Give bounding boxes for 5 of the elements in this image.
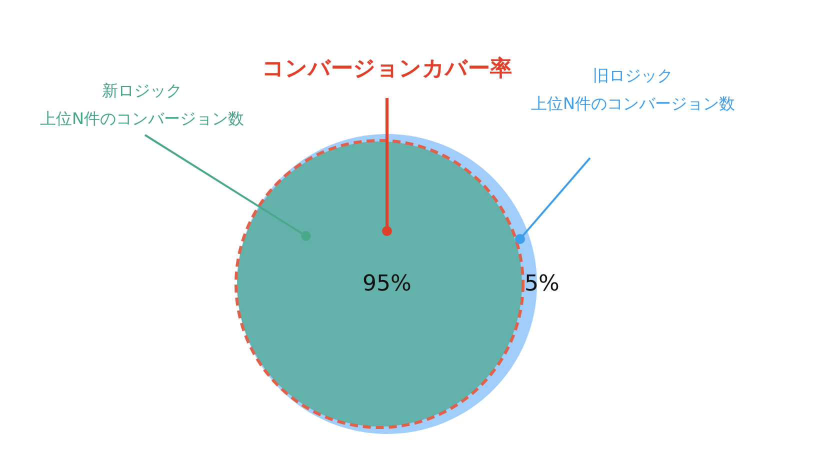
data-label: 95%	[362, 272, 412, 297]
text: コンバージョンカバー率	[262, 56, 512, 82]
category-label: 旧ロジック上位N件のコンバージョン数	[531, 66, 735, 114]
data-label: 5%	[524, 272, 560, 297]
category-label: 新ロジック上位N件のコンバージョン数	[40, 81, 244, 128]
